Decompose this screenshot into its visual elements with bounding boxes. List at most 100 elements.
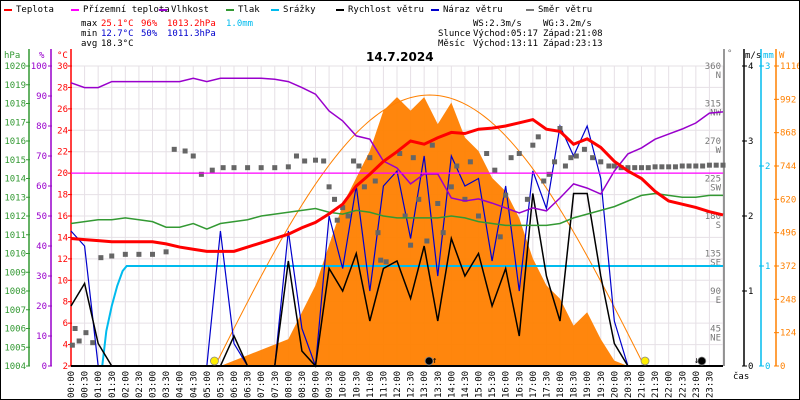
dir-compass-label: SW [710,184,721,194]
moonset-arrow-icon: ↓ [694,356,699,366]
stats-max-rain: 1.0mm [226,19,254,29]
w-tick-label: 868 [780,129,796,139]
time-tick-label: 16:00 [502,371,512,398]
wind-direction-point [508,155,514,161]
wind-direction-point [285,164,291,170]
wind-direction-point [706,162,712,168]
time-tick-label: 20:30 [624,371,634,398]
time-tick-label: 07:30 [271,371,281,398]
wind-direction-point [606,163,612,169]
pct-tick-label: 40 [36,242,47,252]
dir-tick-label: 270 [705,137,721,147]
wind-direction-point [598,159,604,165]
hpa-tick-label: 1015 [4,156,26,166]
dir-compass-label: NW [710,109,721,119]
time-tick-label: 19:00 [583,371,593,398]
hpa-tick-label: 1017 [4,118,26,128]
w-tick-label: 372 [780,262,796,272]
wind-direction-point [429,142,435,148]
time-tick-label: 06:00 [230,371,240,398]
stats-min-label: min [81,29,98,39]
legend-label: Tlak [238,5,260,15]
pct-tick-label: 10 [36,332,47,342]
time-tick-label: 13:00 [420,371,430,398]
legend-label: Přízemní teplota [83,5,170,15]
moon-rise: Východ:13:11 [473,39,539,49]
dir-tick-label: 180 [705,212,721,222]
mm-tick-label: 1 [765,262,770,272]
temp-tick-label: 24 [57,126,68,136]
chart-title: 14.7.2024 [366,50,434,64]
wind-direction-point [209,167,215,173]
hpa-tick-label: 1014 [4,175,26,185]
temp-tick-label: 8 [63,298,68,308]
wind-direction-point [375,230,381,236]
wind-direction-point [484,151,490,156]
wind-direction-point [326,184,332,190]
wind-direction-point [351,158,357,164]
moonset-marker [697,356,707,366]
moon-set: Západ:23:13 [543,39,603,49]
wind-direction-point [568,155,574,161]
legend-swatch [271,9,279,11]
hpa-tick-label: 1016 [4,137,26,147]
mm-tick-label: 3 [765,62,770,72]
hpa-tick-label: 1010 [4,250,26,260]
wind-direction-point [700,163,706,169]
time-tick-label: 21:30 [651,371,661,398]
temp-tick-label: 16 [57,212,68,222]
wind-direction-point [679,163,685,169]
stats-avg-temp: 18.3°C [101,39,134,49]
wind-direction-point [693,163,699,169]
legend-swatch [159,9,167,11]
stats-max-temp: 25.1°C [101,19,134,29]
wind-direction-point [448,184,454,190]
time-axis-label: čas [733,371,749,382]
wind-direction-point [454,163,460,169]
legend-item: Směr větru [526,4,592,16]
wind-direction-point [625,165,631,171]
dir-tick-label: 360 [705,62,721,72]
stats-wind-gust: WG:3.2m/s [543,19,592,29]
wind-direction-point [645,165,651,171]
legend-item: Vlhkost [159,4,209,16]
temperature-line [70,117,724,253]
hpa-unit: hPa [4,51,20,61]
wind-direction-point [497,234,503,240]
stats-max-hum: 96% [141,19,158,29]
wind-direction-point [666,164,672,170]
legend-swatch [226,9,234,11]
stats-max-press: 1013.2hPa [167,19,216,29]
wind-direction-point [467,159,473,165]
wind-direction-point [245,165,251,171]
time-tick-label: 05:30 [216,371,226,398]
wind-direction-point [410,155,416,161]
wind-direction-point [573,153,579,159]
wind-direction-point [198,171,204,177]
time-tick-label: 15:30 [488,371,498,398]
legend-item: Tlak [226,4,260,16]
wind-direction-point [150,251,155,257]
pct-tick-label: 60 [36,182,47,192]
time-tick-label: 10:30 [352,371,362,398]
wind-direction-point [581,146,587,152]
wind-direction-point [98,255,104,261]
time-tick-label: 19:30 [597,371,607,398]
pct-tick-label: 0 [42,362,47,372]
wind-direction-point [109,253,115,259]
wind-direction-point [293,153,299,159]
wind-direction-point [530,142,536,148]
time-tick-label: 09:00 [312,371,322,398]
wind-direction-point [76,338,82,344]
wind-direction-point [136,251,142,257]
time-tick-label: 08:30 [298,371,308,398]
wind-direction-point [313,157,318,163]
temp-tick-label: 2 [63,362,68,372]
moon-label: Měsíc [438,39,466,49]
time-tick-label: 02:30 [135,371,145,398]
mm-tick-label: 0 [765,362,770,372]
legend-item: Teplota [4,4,54,16]
hpa-tick-label: 1013 [4,193,26,203]
wind-direction-point [503,192,509,198]
